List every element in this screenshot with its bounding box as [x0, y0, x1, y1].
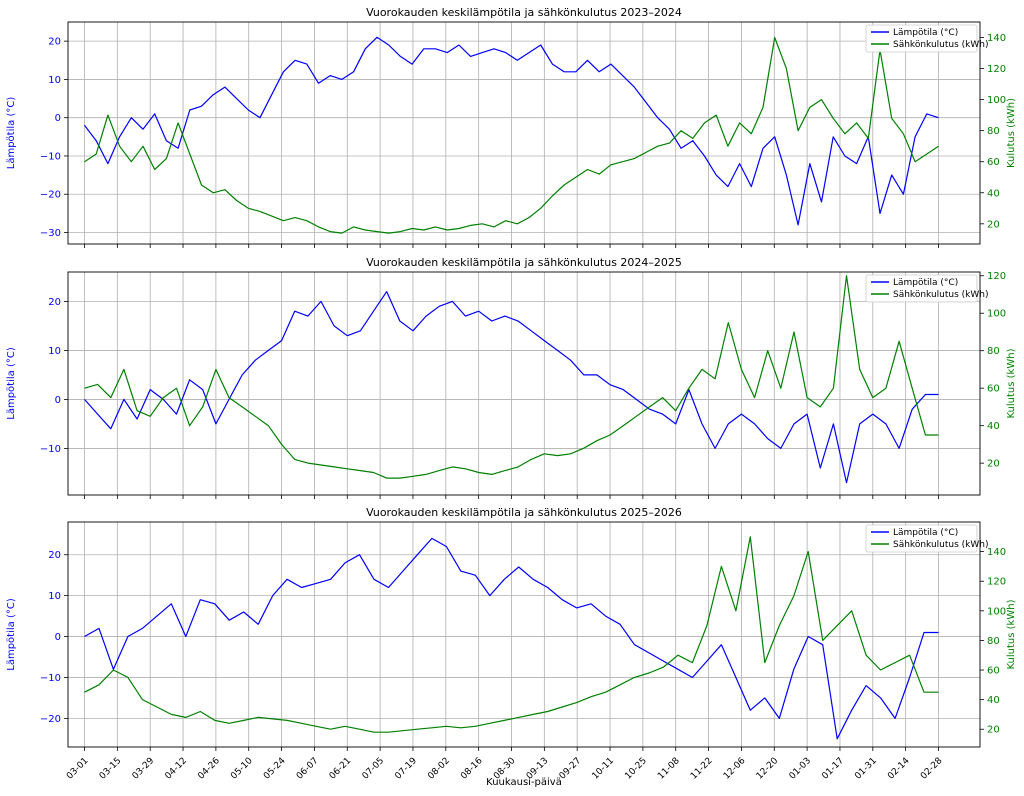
plot-frame [67, 21, 981, 245]
legend: Lämpötila (°C) Sähkönkulutus (kWh) [865, 274, 989, 303]
x-axis-label: Kuukausi-päivä [486, 777, 562, 788]
y-left-axis-label: Lämpötila (°C) [6, 97, 17, 170]
legend-label: Lämpötila (°C) [893, 278, 958, 288]
x-tick-label: 12-06 [722, 756, 748, 782]
x-tick-label: 03-29 [131, 756, 157, 782]
chart-title: Vuorokauden keskilämpötila ja sähkönkulu… [366, 506, 682, 519]
x-tick-label: 04-26 [196, 756, 222, 782]
x-tick-label: 11-08 [656, 756, 682, 782]
y-left-tick-label: −20 [40, 714, 61, 725]
y-right-tick-label: 120 [987, 271, 1006, 282]
x-tick-label: 01-03 [788, 756, 814, 782]
y-right-tick-label: 60 [987, 157, 1000, 168]
x-tick-label: 06-21 [328, 756, 354, 782]
y-right-tick-label: 100 [987, 95, 1006, 106]
y-right-axis-label: Kulutus (kWh) [1006, 599, 1017, 669]
y-right-tick-label: 120 [987, 577, 1006, 588]
legend-box [865, 24, 978, 53]
x-tick-label: 08-16 [459, 756, 485, 782]
chart-title: Vuorokauden keskilämpötila ja sähkönkulu… [366, 256, 682, 269]
y-left-tick-label: 0 [55, 632, 61, 643]
x-tick-label: 02-14 [886, 756, 912, 782]
y-left-tick-label: 10 [48, 591, 61, 602]
x-tick-label: 05-10 [229, 756, 255, 782]
x-tick-label: 01-17 [820, 756, 846, 782]
x-tick-label: 07-05 [361, 756, 387, 782]
y-right-axis-label: Kulutus (kWh) [1006, 348, 1017, 418]
temperature-line [84, 291, 939, 484]
x-tick-label: 04-12 [164, 756, 190, 782]
y-right-axis-label: Kulutus (kWh) [1006, 98, 1017, 168]
legend-label: Sähkönkulutus (kWh) [893, 290, 989, 300]
legend-box [865, 524, 978, 553]
consumption-line [84, 36, 939, 234]
y-right-tick-label: 80 [987, 636, 1000, 647]
plot-frame [67, 521, 981, 748]
y-left-tick-label: −10 [40, 151, 61, 162]
y-right-tick-label: 80 [987, 126, 1000, 137]
y-right-tick-label: 100 [987, 606, 1006, 617]
legend: Lämpötila (°C) Sähkönkulutus (kWh) [865, 524, 989, 553]
y-right-tick-label: 60 [987, 384, 1000, 395]
consumption-line [84, 275, 939, 479]
legend-label: Lämpötila (°C) [893, 28, 958, 38]
y-right-tick-label: 20 [987, 459, 1000, 470]
y-right-tick-label: 20 [987, 219, 1000, 230]
chart-panel-3: 03-01 03-15 03-29 04-12 04-26 05-10 05-24 06-07… [6, 506, 1017, 782]
x-tick-label: 06-07 [295, 756, 321, 782]
y-right-tick-label: 40 [987, 188, 1000, 199]
y-right-tick-label: 100 [987, 309, 1006, 320]
x-tick-label: 07-19 [393, 756, 419, 782]
y-left-tick-label: 20 [48, 297, 61, 308]
legend-label: Sähkönkulutus (kWh) [893, 540, 989, 550]
x-tick-label: 05-24 [262, 756, 288, 782]
y-left-axis-label: Lämpötila (°C) [6, 347, 17, 420]
y-left-axis-label: Lämpötila (°C) [6, 598, 17, 671]
y-left-tick-label: 0 [55, 395, 61, 406]
legend-label: Lämpötila (°C) [893, 528, 958, 538]
chart-panel-2: −10 0 10 20 20 40 60 80 100 120 Vuorokauden keskil… [6, 256, 1017, 499]
legend: Lämpötila (°C) Sähkönkulutus (kWh) [865, 24, 989, 53]
y-left-tick-label: −20 [40, 190, 61, 201]
y-right-tick-label: 40 [987, 421, 1000, 432]
y-right-tick-label: 140 [987, 547, 1006, 558]
y-left-tick-label: 0 [55, 113, 61, 124]
y-left-tick-label: −10 [40, 673, 61, 684]
x-tick-label: 10-25 [623, 756, 649, 782]
legend-box [865, 274, 978, 303]
y-right-tick-label: 60 [987, 666, 1000, 677]
x-tick-label: 02-28 [919, 756, 945, 782]
x-tick-label: 11-22 [689, 756, 715, 782]
x-tick-label: 03-15 [98, 756, 124, 782]
y-left-tick-label: 10 [48, 346, 61, 357]
temperature-line [84, 36, 939, 226]
y-right-tick-label: 80 [987, 346, 1000, 357]
y-right-tick-label: 140 [987, 33, 1006, 44]
x-tick-label: 01-31 [853, 756, 879, 782]
y-left-tick-label: 20 [48, 550, 61, 561]
chart-title: Vuorokauden keskilämpötila ja sähkönkulu… [366, 6, 682, 19]
temperature-line [84, 537, 939, 740]
y-right-tick-label: 40 [987, 695, 1000, 706]
x-tick-label: 12-20 [755, 756, 781, 782]
y-left-tick-label: 20 [48, 37, 61, 48]
consumption-line [84, 536, 939, 733]
x-tick-label: 08-02 [426, 756, 452, 782]
y-right-tick-label: 120 [987, 64, 1006, 75]
plot-frame [67, 271, 981, 496]
legend-label: Sähkönkulutus (kWh) [893, 40, 989, 50]
y-left-tick-label: 10 [48, 75, 61, 86]
y-left-tick-label: −30 [40, 228, 61, 239]
y-left-tick-label: −10 [40, 444, 61, 455]
x-tick-label: 10-11 [591, 756, 617, 782]
chart-panel-1: −30 −20 −10 0 10 20 20 40 60 80 100 120 140 Vuorokaud… [6, 6, 1017, 248]
y-right-tick-label: 20 [987, 725, 1000, 736]
x-tick-label: 03-01 [65, 756, 91, 782]
